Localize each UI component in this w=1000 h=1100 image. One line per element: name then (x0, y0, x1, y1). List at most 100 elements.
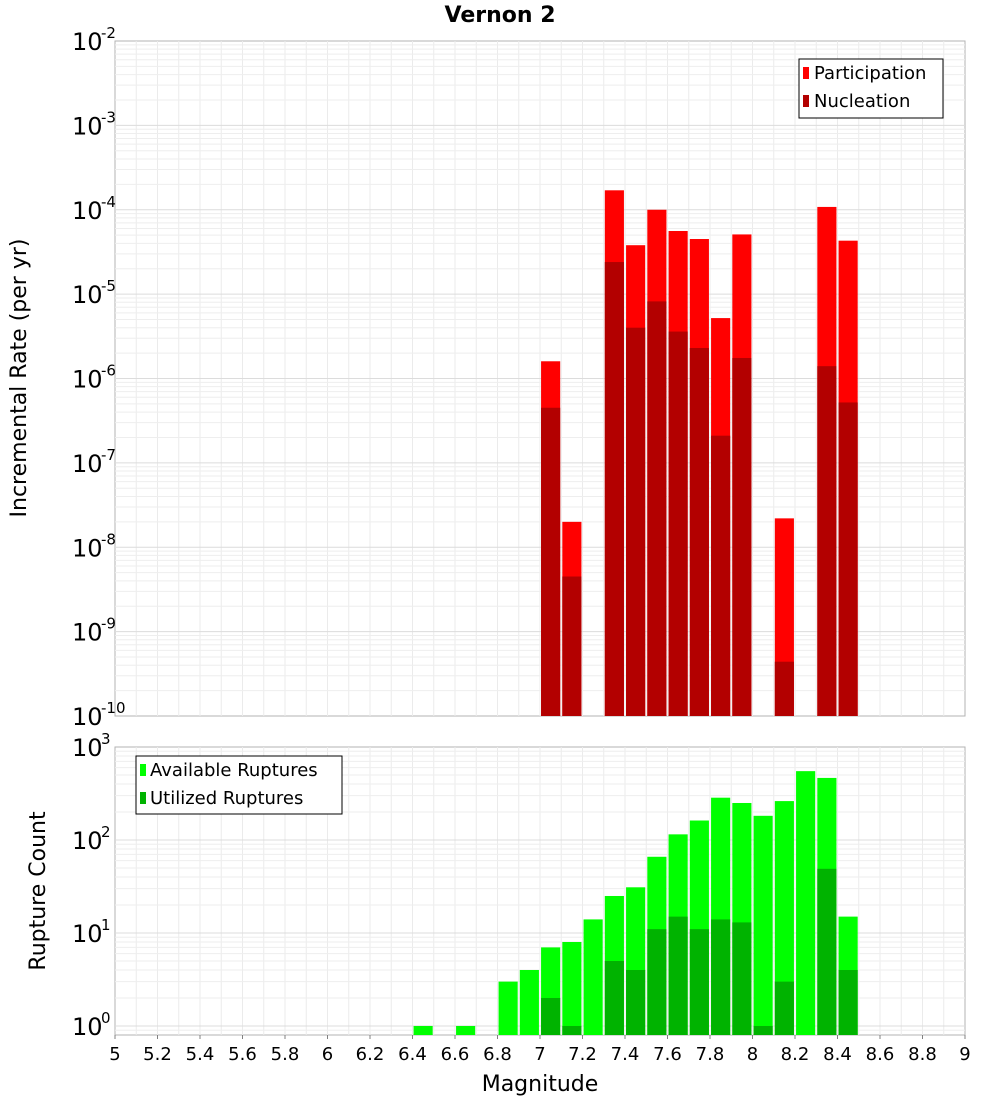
y-tick-exponent: -4 (101, 193, 116, 211)
bar-available-ruptures (456, 1025, 476, 1035)
x-tick-label: 5.4 (186, 1044, 215, 1065)
x-tick-label: 5.8 (271, 1044, 300, 1065)
bar-nucleation (626, 327, 646, 716)
x-tick-label: 8.8 (908, 1044, 937, 1065)
bar-nucleation (668, 331, 688, 716)
y-tick-exponent: -7 (101, 446, 116, 464)
bar-nucleation (562, 576, 582, 716)
x-tick-label: 7.4 (611, 1044, 640, 1065)
legend-swatch-utilized (140, 792, 146, 804)
top-bars (541, 190, 858, 717)
y-tick-exponent: -2 (101, 24, 116, 42)
x-axis-ticks: 5 5.2 5.4 5.6 5.8 6 6.2 6.4 6.6 6.8 7 7.2 7.4 7.6 7.8 8… (109, 1035, 971, 1065)
x-axis-label: Magnitude (482, 1072, 599, 1097)
bar-utilized-ruptures (604, 960, 624, 1035)
bar-available-ruptures (774, 801, 794, 1035)
bottom-legend-box (135, 755, 343, 815)
y-tick-label: 10 (72, 28, 103, 56)
bar-nucleation (838, 402, 858, 716)
y-tick-exponent: -8 (101, 530, 116, 548)
x-tick-label: 6.4 (398, 1044, 427, 1065)
bottom-bars (413, 771, 858, 1035)
x-tick-label: 8 (747, 1044, 758, 1065)
y-tick-label: 10 (72, 827, 103, 855)
legend-swatch-nucleation (803, 95, 809, 107)
y-tick-exponent: -10 (101, 699, 126, 717)
bar-available-ruptures (562, 942, 582, 1035)
bar-utilized-ruptures (753, 1025, 773, 1035)
bar-nucleation (711, 435, 731, 716)
bar-nucleation (817, 366, 837, 716)
x-tick-label: 7.6 (653, 1044, 682, 1065)
bar-utilized-ruptures (668, 916, 688, 1035)
y-tick-exponent: 0 (101, 1009, 111, 1027)
bar-nucleation (732, 357, 752, 716)
bar-nucleation (774, 661, 794, 716)
top-legend-box (798, 58, 944, 119)
bar-available-ruptures (753, 815, 773, 1035)
bar-nucleation (647, 301, 667, 716)
y-tick-label: 10 (72, 112, 103, 140)
y-tick-label: 10 (72, 1013, 103, 1041)
bar-utilized-ruptures (562, 1025, 582, 1035)
x-tick-label: 9 (959, 1044, 970, 1065)
y-tick-label: 10 (72, 534, 103, 562)
y-tick-label: 10 (72, 734, 103, 762)
y-tick-exponent: 3 (101, 730, 111, 748)
x-tick-label: 5 (109, 1044, 120, 1065)
top-gridlines (115, 41, 965, 716)
bar-available-ruptures (413, 1025, 433, 1035)
legend-swatch-available (140, 764, 146, 776)
bar-utilized-ruptures (774, 981, 794, 1035)
y-tick-exponent: 1 (101, 916, 111, 934)
bar-utilized-ruptures (647, 929, 667, 1035)
y-tick-label: 10 (72, 281, 103, 309)
bar-nucleation (689, 347, 709, 716)
y-tick-exponent: -5 (101, 277, 116, 295)
x-tick-label: 5.2 (143, 1044, 172, 1065)
y-tick-label: 10 (72, 450, 103, 478)
y-tick-label: 10 (72, 366, 103, 394)
x-tick-label: 5.6 (228, 1044, 257, 1065)
legend-label-nucleation: Nucleation (814, 91, 910, 112)
legend-label-available: Available Ruptures (150, 760, 318, 781)
x-tick-label: 8.2 (781, 1044, 810, 1065)
bar-utilized-ruptures (541, 997, 561, 1035)
x-tick-label: 8.4 (823, 1044, 852, 1065)
y-tick-exponent: -6 (101, 362, 116, 380)
bar-available-ruptures (583, 919, 603, 1035)
bar-available-ruptures (498, 981, 518, 1035)
bar-utilized-ruptures (626, 969, 646, 1035)
top-y-axis-label: Incremental Rate (per yr) (7, 239, 32, 518)
x-tick-label: 7.8 (696, 1044, 725, 1065)
bar-nucleation (604, 262, 624, 716)
y-tick-label: 10 (72, 703, 103, 731)
bar-utilized-ruptures (732, 922, 752, 1035)
x-tick-label: 6.2 (356, 1044, 385, 1065)
x-tick-label: 6 (322, 1044, 333, 1065)
legend-swatch-participation (803, 67, 809, 79)
bar-nucleation (541, 407, 561, 716)
x-tick-label: 6.8 (483, 1044, 512, 1065)
y-tick-label: 10 (72, 920, 103, 948)
x-tick-label: 8.6 (866, 1044, 895, 1065)
x-tick-label: 7 (534, 1044, 545, 1065)
bar-utilized-ruptures (838, 969, 858, 1035)
x-tick-label: 6.6 (441, 1044, 470, 1065)
y-tick-exponent: -3 (101, 108, 116, 126)
bar-utilized-ruptures (817, 868, 837, 1035)
legend-label-participation: Participation (814, 63, 926, 84)
bar-available-ruptures (796, 771, 816, 1035)
x-tick-label: 7.2 (568, 1044, 597, 1065)
bottom-y-axis-label: Rupture Count (26, 811, 51, 971)
y-tick-exponent: -9 (101, 615, 116, 633)
bottom-legend: Available Ruptures Utilized Ruptures (135, 755, 343, 815)
chart-title: Vernon 2 (445, 3, 556, 28)
y-tick-label: 10 (72, 619, 103, 647)
y-tick-label: 10 (72, 197, 103, 225)
